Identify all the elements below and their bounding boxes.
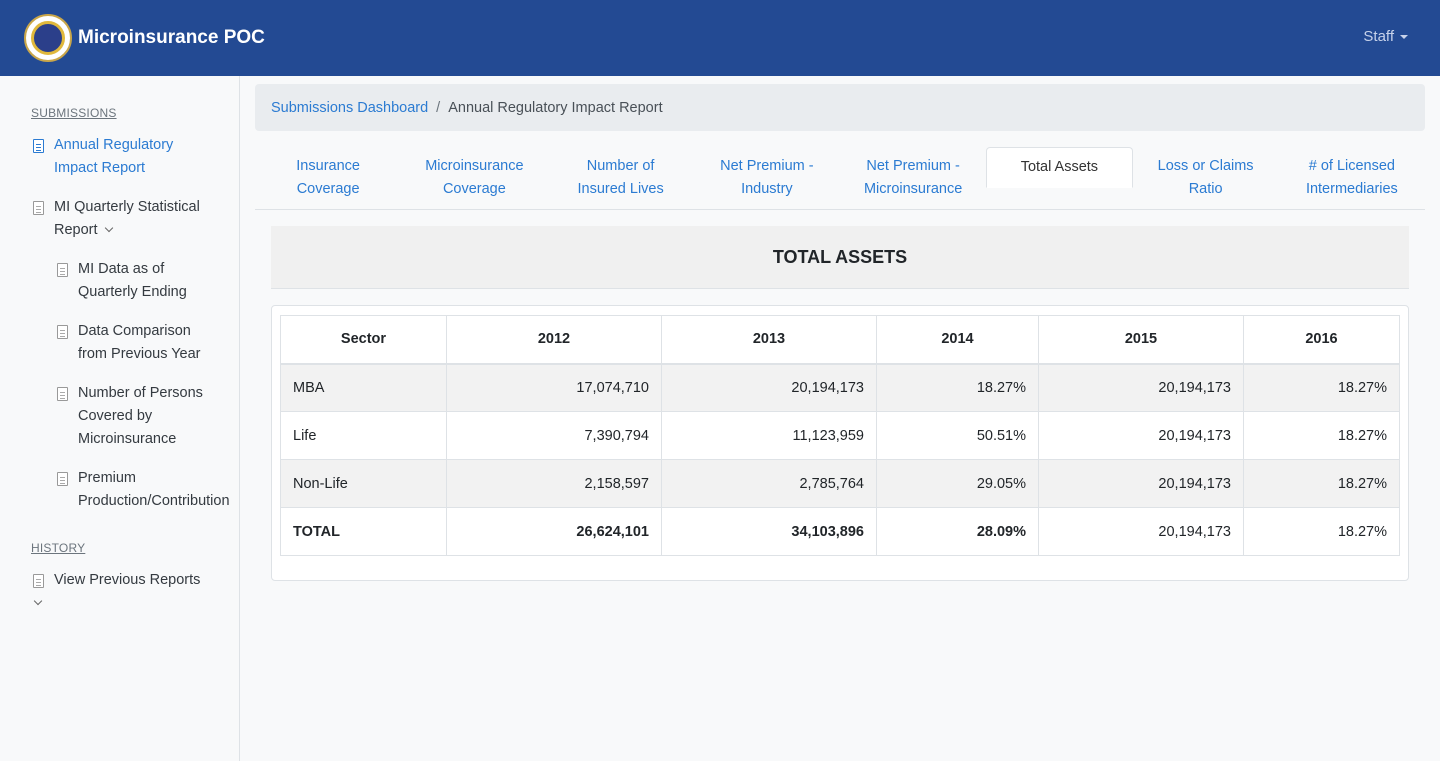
column-header: 2015 bbox=[1038, 315, 1244, 365]
app-title[interactable]: Microinsurance POC bbox=[78, 27, 265, 48]
tab-total-assets[interactable]: Total Assets bbox=[986, 147, 1133, 188]
user-menu-label: Staff bbox=[1363, 28, 1394, 45]
table-cell: 2,158,597 bbox=[446, 459, 662, 508]
table-cell: 20,194,173 bbox=[1038, 459, 1244, 508]
document-icon bbox=[57, 325, 68, 339]
table-cell: 2,785,764 bbox=[661, 459, 877, 508]
table-row-total: TOTAL 26,624,101 34,103,896 28.09% 20,19… bbox=[280, 507, 1400, 556]
sidebar-item-annual-regulatory-impact-report[interactable]: Annual Regulatory Impact Report bbox=[31, 134, 215, 180]
table-cell: 17,074,710 bbox=[446, 363, 662, 412]
sidebar-item-data-comparison[interactable]: Data Comparison from Previous Year bbox=[55, 320, 215, 366]
total-assets-table: Sector 2012 2013 2014 2015 2016 MBA 17,0… bbox=[280, 315, 1400, 556]
table-cell: 20,194,173 bbox=[1038, 507, 1244, 556]
tab-loss-or-claims-ratio[interactable]: Loss or Claims Ratio bbox=[1157, 158, 1254, 197]
tab-insurance-coverage[interactable]: Insurance Coverage bbox=[296, 158, 360, 197]
column-header: Sector bbox=[280, 315, 447, 365]
sidebar-item-label: MI Quarterly Statistical Report bbox=[54, 199, 200, 238]
table-cell: 34,103,896 bbox=[661, 507, 877, 556]
tab-licensed-intermediaries[interactable]: # of Licensed Intermediaries bbox=[1305, 158, 1398, 197]
document-icon bbox=[57, 472, 68, 486]
table-cell: MBA bbox=[280, 363, 447, 412]
table-cell: 29.05% bbox=[876, 459, 1039, 508]
breadcrumb-current: Annual Regulatory Impact Report bbox=[448, 99, 663, 116]
table-cell: 26,624,101 bbox=[446, 507, 662, 556]
tab-number-of-insured-lives[interactable]: Number of Insured Lives bbox=[577, 158, 664, 197]
user-menu-dropdown[interactable]: Staff bbox=[1363, 28, 1408, 45]
document-icon bbox=[57, 263, 68, 277]
sidebar-item-label: Annual Regulatory Impact Report bbox=[54, 137, 174, 176]
table-cell: 11,123,959 bbox=[661, 411, 877, 460]
sidebar: SUBMISSIONS Annual Regulatory Impact Rep… bbox=[0, 76, 240, 761]
sidebar-item-label: Number of Persons Covered by Microinsura… bbox=[78, 385, 203, 447]
document-icon bbox=[33, 201, 44, 215]
seal-logo[interactable] bbox=[24, 14, 72, 62]
chevron-down-icon[interactable] bbox=[33, 596, 43, 606]
table-cell: Non-Life bbox=[280, 459, 447, 508]
column-header: 2012 bbox=[446, 315, 662, 365]
table-cell: 20,194,173 bbox=[661, 363, 877, 412]
table-cell: 50.51% bbox=[876, 411, 1039, 460]
submissions-heading: SUBMISSIONS bbox=[31, 106, 117, 120]
table-cell: 20,194,173 bbox=[1038, 411, 1244, 460]
table-cell: 28.09% bbox=[876, 507, 1039, 556]
breadcrumb-separator: / bbox=[436, 99, 441, 116]
table-cell: 18.27% bbox=[1243, 411, 1400, 460]
report-tabs: Insurance Coverage Microinsurance Coverage… bbox=[255, 147, 1425, 210]
breadcrumb: Submissions Dashboard / Annual Regulator… bbox=[255, 84, 1425, 131]
tab-net-premium-microinsurance[interactable]: Net Premium - Microinsurance bbox=[863, 158, 963, 197]
report-table-card: Sector 2012 2013 2014 2015 2016 MBA 17,0… bbox=[271, 305, 1409, 581]
sidebar-item-view-previous-reports[interactable]: View Previous Reports bbox=[31, 569, 215, 608]
column-header: 2016 bbox=[1243, 315, 1400, 365]
table-row: Non-Life 2,158,597 2,785,764 29.05% 20,1… bbox=[280, 459, 1400, 508]
table-cell: 18.27% bbox=[1243, 363, 1400, 412]
breadcrumb-link-submissions-dashboard[interactable]: Submissions Dashboard bbox=[271, 99, 429, 116]
table-cell: 18.27% bbox=[876, 363, 1039, 412]
history-heading: HISTORY bbox=[31, 541, 86, 555]
sidebar-item-mi-data-quarterly[interactable]: MI Data as of Quarterly Ending bbox=[55, 258, 215, 304]
table-cell: 7,390,794 bbox=[446, 411, 662, 460]
sidebar-item-mi-quarterly-statistical-report[interactable]: MI Quarterly Statistical Report bbox=[31, 196, 215, 242]
document-icon bbox=[33, 139, 44, 153]
table-header-row: Sector 2012 2013 2014 2015 2016 bbox=[280, 315, 1400, 365]
chevron-down-icon[interactable] bbox=[104, 223, 113, 233]
table-row: MBA 17,074,710 20,194,173 18.27% 20,194,… bbox=[280, 363, 1400, 412]
sidebar-item-label: View Previous Reports bbox=[54, 572, 201, 588]
sidebar-item-premium-production[interactable]: Premium Production/Contribution bbox=[55, 467, 230, 513]
caret-down-icon bbox=[1400, 34, 1408, 39]
sidebar-item-label: Premium Production/Contribution bbox=[78, 470, 230, 509]
sidebar-item-label: MI Data as of Quarterly Ending bbox=[78, 261, 187, 300]
document-icon bbox=[57, 387, 68, 401]
tab-net-premium-industry[interactable]: Net Premium - Industry bbox=[720, 158, 814, 197]
tab-microinsurance-coverage[interactable]: Microinsurance Coverage bbox=[425, 158, 524, 197]
main-content: Submissions Dashboard / Annual Regulator… bbox=[255, 84, 1425, 581]
table-cell: 20,194,173 bbox=[1038, 363, 1244, 412]
table-cell: 18.27% bbox=[1243, 459, 1400, 508]
sidebar-item-label: Data Comparison from Previous Year bbox=[78, 323, 201, 362]
column-header: 2013 bbox=[661, 315, 877, 365]
column-header: 2014 bbox=[876, 315, 1039, 365]
document-icon bbox=[33, 574, 44, 588]
table-cell: 18.27% bbox=[1243, 507, 1400, 556]
report-title: TOTAL ASSETS bbox=[271, 226, 1409, 289]
sidebar-item-number-of-persons-covered[interactable]: Number of Persons Covered by Microinsura… bbox=[55, 382, 215, 451]
table-cell: TOTAL bbox=[280, 507, 447, 556]
top-navbar: Microinsurance POC Staff bbox=[0, 0, 1440, 76]
table-row: Life 7,390,794 11,123,959 50.51% 20,194,… bbox=[280, 411, 1400, 460]
table-cell: Life bbox=[280, 411, 447, 460]
